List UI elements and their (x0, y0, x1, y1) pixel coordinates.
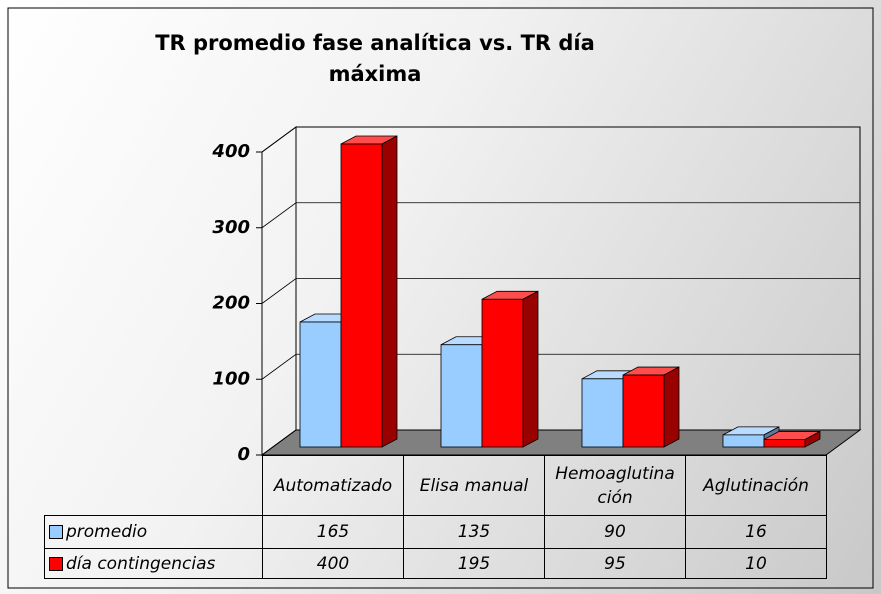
bar-side (522, 290, 539, 448)
chart-title: TR promedio fase analítica vs. TR día má… (155, 31, 595, 86)
bar-front (340, 143, 383, 448)
bar-side (663, 366, 680, 448)
y-tick-label: 0 (237, 444, 250, 465)
y-tick-label: 200 (212, 293, 250, 314)
legend-entry: promedio (44, 515, 263, 549)
bar (763, 430, 821, 448)
table-value: 10 (685, 548, 827, 579)
table-value: 400 (262, 548, 404, 579)
bar-front (763, 439, 806, 448)
legend-entry: día contingencias (44, 548, 263, 579)
y-tick-label: 400 (211, 141, 250, 162)
grid-line (261, 353, 860, 380)
bar (340, 135, 398, 448)
y-tick-label: 100 (212, 368, 250, 389)
category-label: Automatizado (262, 455, 404, 516)
bar-front (440, 344, 483, 448)
table-value: 16 (685, 515, 827, 549)
category-label: Aglutinación (685, 455, 827, 516)
table-value: 195 (403, 548, 545, 579)
bar-front (481, 298, 524, 448)
bar-front (299, 321, 342, 448)
table-value: 165 (262, 515, 404, 549)
legend-label: promedio (66, 522, 148, 542)
bar-side (381, 135, 398, 448)
grid-line (261, 278, 860, 304)
legend-swatch (49, 556, 63, 571)
bar-front (722, 434, 765, 448)
grid-line (261, 126, 860, 153)
legend-label: día contingencias (66, 553, 216, 574)
bar (622, 366, 680, 448)
category-label: Hemoaglutinación (544, 455, 686, 516)
bar (481, 290, 539, 448)
grid-line (261, 202, 860, 229)
table-value: 135 (403, 515, 545, 549)
frame (7, 7, 874, 589)
y-tick-label: 300 (212, 217, 250, 238)
legend-swatch (49, 525, 63, 539)
bar-front (622, 374, 665, 448)
table-value: 90 (544, 515, 686, 549)
bar-front (581, 378, 624, 448)
table-value: 95 (544, 548, 686, 579)
category-label: Elisa manual (403, 455, 545, 516)
